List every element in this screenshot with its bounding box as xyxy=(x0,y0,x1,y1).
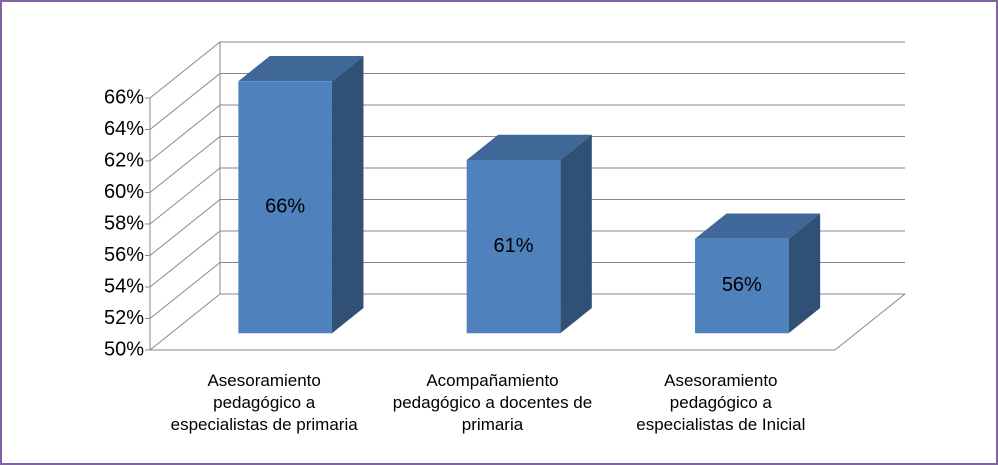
grid-line xyxy=(149,230,905,288)
bar xyxy=(466,159,561,334)
grid-line xyxy=(149,104,905,162)
grid-line xyxy=(149,167,905,225)
bar xyxy=(695,238,789,334)
bar-top xyxy=(695,213,821,239)
grid-line xyxy=(149,293,905,351)
bar-top xyxy=(238,56,364,82)
bar xyxy=(238,81,332,334)
grid-line xyxy=(149,199,905,256)
y-tick-label: 50% xyxy=(104,338,144,360)
y-tick-label: 58% xyxy=(104,212,144,234)
floor xyxy=(150,293,906,351)
grid-line xyxy=(149,41,905,99)
bar-side xyxy=(560,134,592,334)
grid-line xyxy=(149,136,905,193)
y-tick-label: 64% xyxy=(104,118,144,140)
x-tick-label: Asesoramiento pedagógico a especialistas… xyxy=(170,371,358,434)
grid-line xyxy=(149,73,905,130)
y-tick-label: 62% xyxy=(104,149,144,171)
bar-side xyxy=(331,56,364,334)
bar-top xyxy=(466,134,592,160)
y-tick-label: 56% xyxy=(104,244,144,266)
x-tick-label: Asesoramiento pedagógico a especialistas… xyxy=(636,371,806,434)
y-tick-label: 66% xyxy=(104,86,144,108)
y-tick-label: 54% xyxy=(104,275,144,297)
bar-side xyxy=(788,213,821,334)
data-label: 66% xyxy=(265,195,305,217)
y-tick-label: 52% xyxy=(104,307,144,329)
grid-line xyxy=(149,262,905,319)
data-label: 61% xyxy=(493,235,533,257)
data-label: 56% xyxy=(722,274,762,296)
x-tick-label: Acompañamiento pedagógico a docentes de … xyxy=(392,371,593,434)
y-tick-label: 60% xyxy=(104,181,144,203)
